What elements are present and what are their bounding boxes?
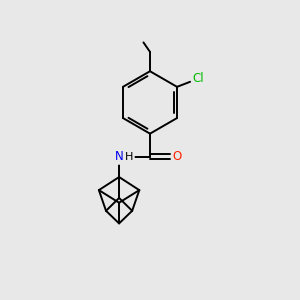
Text: Cl: Cl [193,72,204,85]
Text: O: O [172,150,182,163]
Text: H: H [125,152,134,162]
Text: N: N [115,150,124,163]
